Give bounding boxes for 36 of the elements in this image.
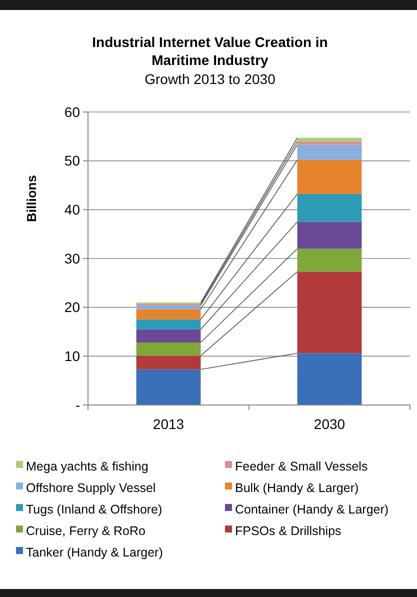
x-tick-label: 2030 (314, 416, 346, 432)
bar (136, 305, 201, 310)
y-tick-label: 30 (64, 250, 80, 266)
y-tick-label: 60 (64, 104, 80, 120)
y-tick-label: 20 (64, 299, 80, 316)
legend-label: FPSOs & Drillships (235, 524, 342, 538)
legend-label: Mega yachts & fishing (26, 459, 148, 474)
legend-label: Container (Handy & Larger) (235, 502, 389, 516)
legend-label: Feeder & Small Vessels (235, 459, 368, 474)
legend-label: Cruise, Ferry & RoRo (26, 524, 146, 538)
bar (297, 248, 362, 272)
legend-label: Tugs (Inland & Offshore) (26, 502, 162, 516)
y-tick-label: - (75, 396, 80, 413)
bar (297, 353, 362, 405)
bar (136, 329, 201, 342)
bar (297, 144, 362, 160)
y-axis-title: Billions (24, 175, 39, 222)
bar (136, 320, 201, 330)
y-tick-label: 50 (64, 152, 80, 169)
bar (136, 369, 201, 405)
bar (136, 356, 201, 370)
x-tick-label: 2013 (152, 416, 184, 432)
legend-label: Tanker (Handy & Larger) (26, 545, 163, 560)
y-tick-label: 40 (64, 202, 80, 218)
bar (136, 342, 201, 356)
bar (136, 309, 201, 320)
bar (297, 160, 362, 194)
bar (297, 194, 362, 222)
chart-subtitle: Growth 2013 to 2030 (144, 71, 276, 87)
legend-label: Offshore Supply Vessel (26, 480, 156, 495)
bar (297, 222, 362, 249)
bar (297, 272, 362, 354)
bar (297, 138, 362, 142)
chart-title: Industrial Internet Value Creation in Maritime Industry (92, 34, 328, 68)
y-tick-label: 10 (64, 348, 80, 364)
legend-label: Bulk (Handy & Larger) (235, 480, 359, 495)
